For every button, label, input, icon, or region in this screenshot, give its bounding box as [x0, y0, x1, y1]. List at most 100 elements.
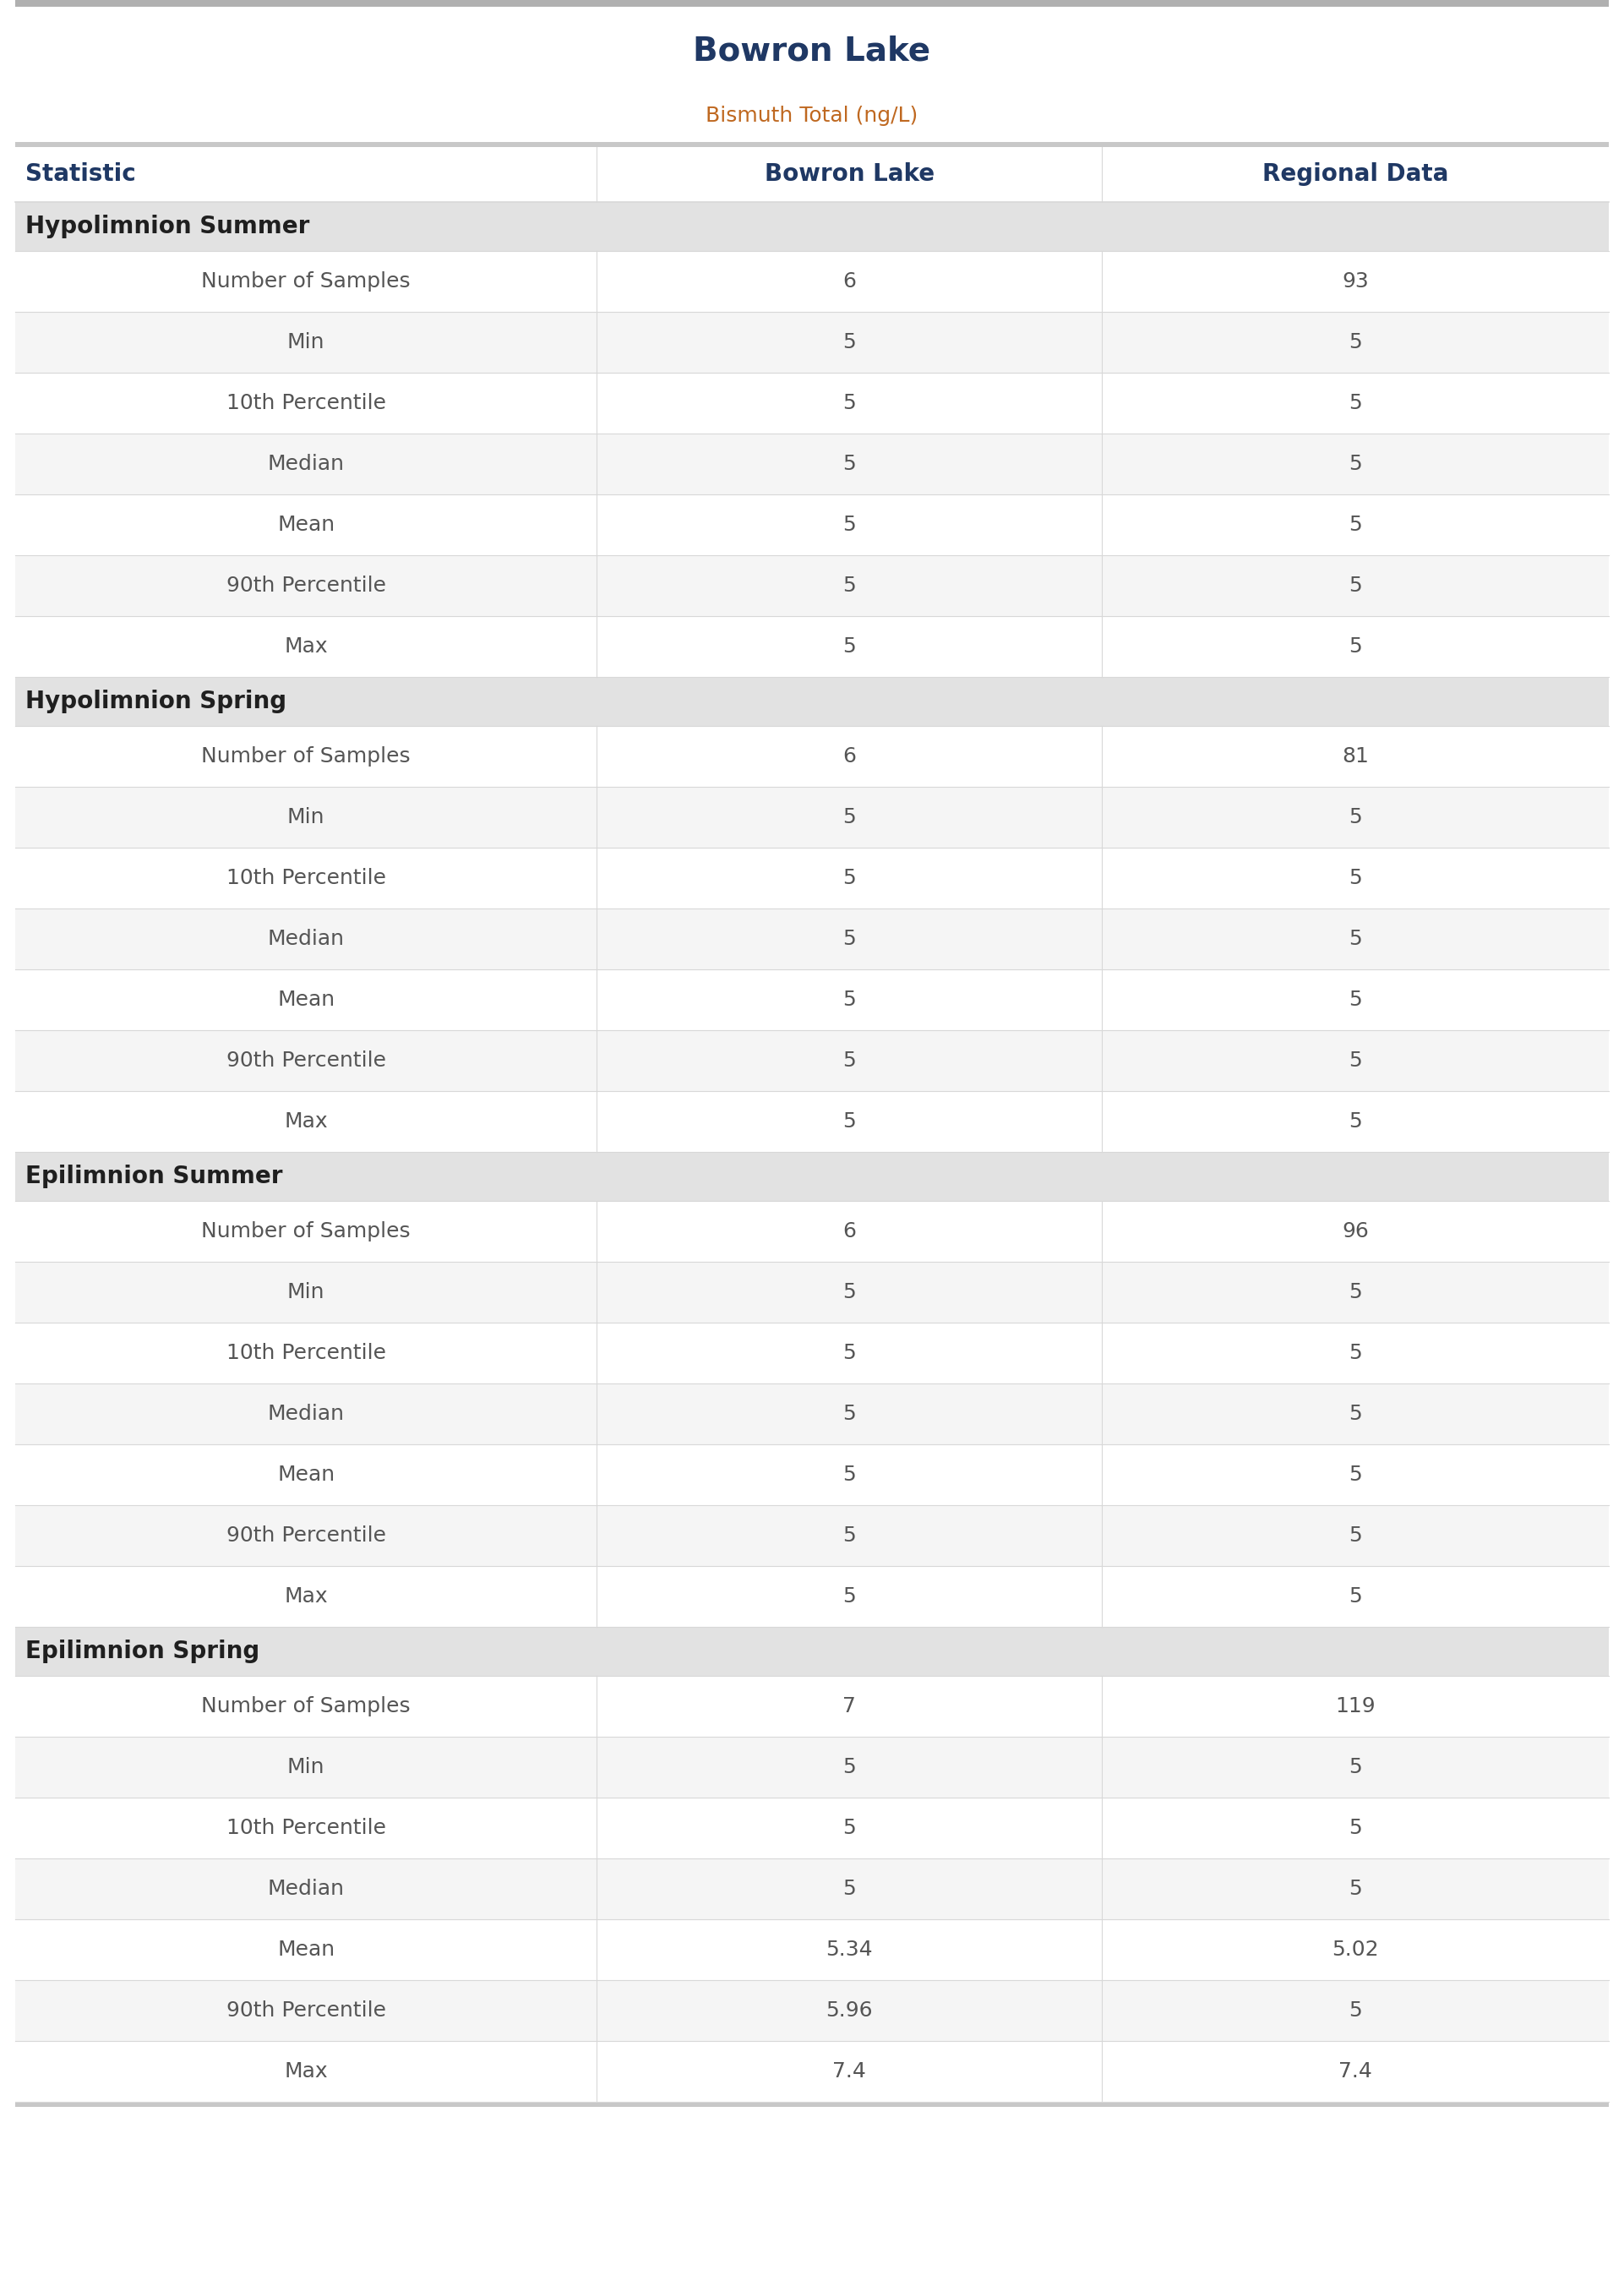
Text: Bismuth Total (ng/L): Bismuth Total (ng/L): [706, 104, 918, 125]
Text: 5: 5: [843, 1051, 856, 1071]
Text: Statistic: Statistic: [26, 163, 136, 186]
Text: Min: Min: [287, 808, 325, 826]
Text: 5: 5: [1350, 636, 1363, 656]
Text: 5: 5: [843, 1283, 856, 1303]
Text: Min: Min: [287, 331, 325, 352]
Text: 6: 6: [843, 1221, 856, 1242]
Text: 10th Percentile: 10th Percentile: [226, 867, 387, 888]
Text: Min: Min: [287, 1283, 325, 1303]
Text: 5: 5: [1350, 1880, 1363, 1900]
Bar: [15, 143, 1609, 148]
Bar: [15, 311, 1609, 372]
Bar: [15, 1505, 1609, 1566]
Text: Number of Samples: Number of Samples: [201, 747, 411, 767]
Bar: [15, 1323, 1609, 1382]
Text: 10th Percentile: 10th Percentile: [226, 393, 387, 413]
Text: Max: Max: [284, 636, 328, 656]
Text: 7.4: 7.4: [833, 2061, 866, 2082]
Text: 5: 5: [843, 808, 856, 826]
Text: 5: 5: [843, 928, 856, 949]
Bar: [15, 1979, 1609, 2041]
Text: Median: Median: [268, 1403, 344, 1423]
Bar: [15, 969, 1609, 1031]
Text: 5: 5: [1350, 1587, 1363, 1607]
Bar: [15, 1737, 1609, 1798]
Text: 10th Percentile: 10th Percentile: [226, 1344, 387, 1364]
Text: 5: 5: [1350, 928, 1363, 949]
Text: 119: 119: [1335, 1696, 1376, 1716]
Bar: [15, 788, 1609, 847]
Text: 90th Percentile: 90th Percentile: [226, 2000, 387, 2020]
Text: 5.96: 5.96: [827, 2000, 874, 2020]
Text: 5: 5: [1350, 1344, 1363, 1364]
Text: 5: 5: [843, 454, 856, 474]
Text: 5: 5: [1350, 808, 1363, 826]
Text: 5.34: 5.34: [827, 1939, 874, 1959]
Text: 5: 5: [843, 1587, 856, 1607]
Bar: [15, 908, 1609, 969]
Text: 5: 5: [1350, 1818, 1363, 1839]
Text: 5: 5: [1350, 867, 1363, 888]
Bar: [15, 1201, 1609, 1262]
Text: Hypolimnion Summer: Hypolimnion Summer: [26, 216, 310, 238]
Text: 7: 7: [843, 1696, 856, 1716]
Text: 90th Percentile: 90th Percentile: [226, 577, 387, 595]
Text: 5: 5: [843, 331, 856, 352]
Text: 5: 5: [843, 1525, 856, 1546]
Bar: [15, 148, 1609, 202]
Text: Hypolimnion Spring: Hypolimnion Spring: [26, 690, 286, 713]
Text: 5: 5: [843, 990, 856, 1010]
Text: 5: 5: [1350, 1525, 1363, 1546]
Bar: [15, 1092, 1609, 1151]
Text: 5: 5: [1350, 1283, 1363, 1303]
Text: Mean: Mean: [278, 515, 335, 536]
Text: 5: 5: [1350, 454, 1363, 474]
Text: Bowron Lake: Bowron Lake: [765, 163, 934, 186]
Bar: [15, 1444, 1609, 1505]
Text: 5: 5: [843, 1344, 856, 1364]
Bar: [15, 556, 1609, 615]
Text: 5: 5: [1350, 515, 1363, 536]
Text: 5: 5: [1350, 1051, 1363, 1071]
Text: 5: 5: [1350, 1464, 1363, 1485]
Bar: [15, 1675, 1609, 1737]
Text: Epilimnion Summer: Epilimnion Summer: [26, 1165, 283, 1187]
Bar: [15, 91, 1609, 143]
Text: 5: 5: [843, 1757, 856, 1777]
Text: 6: 6: [843, 747, 856, 767]
Text: Max: Max: [284, 1587, 328, 1607]
Bar: [15, 434, 1609, 495]
Bar: [15, 0, 1609, 7]
Bar: [15, 1859, 1609, 1918]
Text: 5: 5: [1350, 577, 1363, 595]
Bar: [15, 1918, 1609, 1979]
Text: 5: 5: [843, 867, 856, 888]
Text: 5: 5: [843, 577, 856, 595]
Text: 5: 5: [1350, 990, 1363, 1010]
Bar: [15, 2041, 1609, 2102]
Bar: [15, 726, 1609, 788]
Text: 5: 5: [843, 515, 856, 536]
Bar: [15, 847, 1609, 908]
Bar: [15, 1566, 1609, 1628]
Bar: [15, 252, 1609, 311]
Text: Mean: Mean: [278, 990, 335, 1010]
Bar: [15, 202, 1609, 252]
Text: Median: Median: [268, 1880, 344, 1900]
Text: 5: 5: [1350, 1403, 1363, 1423]
Text: Bowron Lake: Bowron Lake: [693, 34, 931, 66]
Text: 5: 5: [843, 1464, 856, 1485]
Text: 5: 5: [843, 393, 856, 413]
Text: 5: 5: [1350, 393, 1363, 413]
Text: Min: Min: [287, 1757, 325, 1777]
Text: Mean: Mean: [278, 1939, 335, 1959]
Text: 5: 5: [843, 1818, 856, 1839]
Text: 7.4: 7.4: [1338, 2061, 1372, 2082]
Text: 93: 93: [1341, 272, 1369, 291]
Text: Regional Data: Regional Data: [1262, 163, 1449, 186]
Text: 96: 96: [1341, 1221, 1369, 1242]
Text: 5: 5: [843, 636, 856, 656]
Bar: [15, 1151, 1609, 1201]
Text: 5: 5: [843, 1880, 856, 1900]
Bar: [15, 7, 1609, 91]
